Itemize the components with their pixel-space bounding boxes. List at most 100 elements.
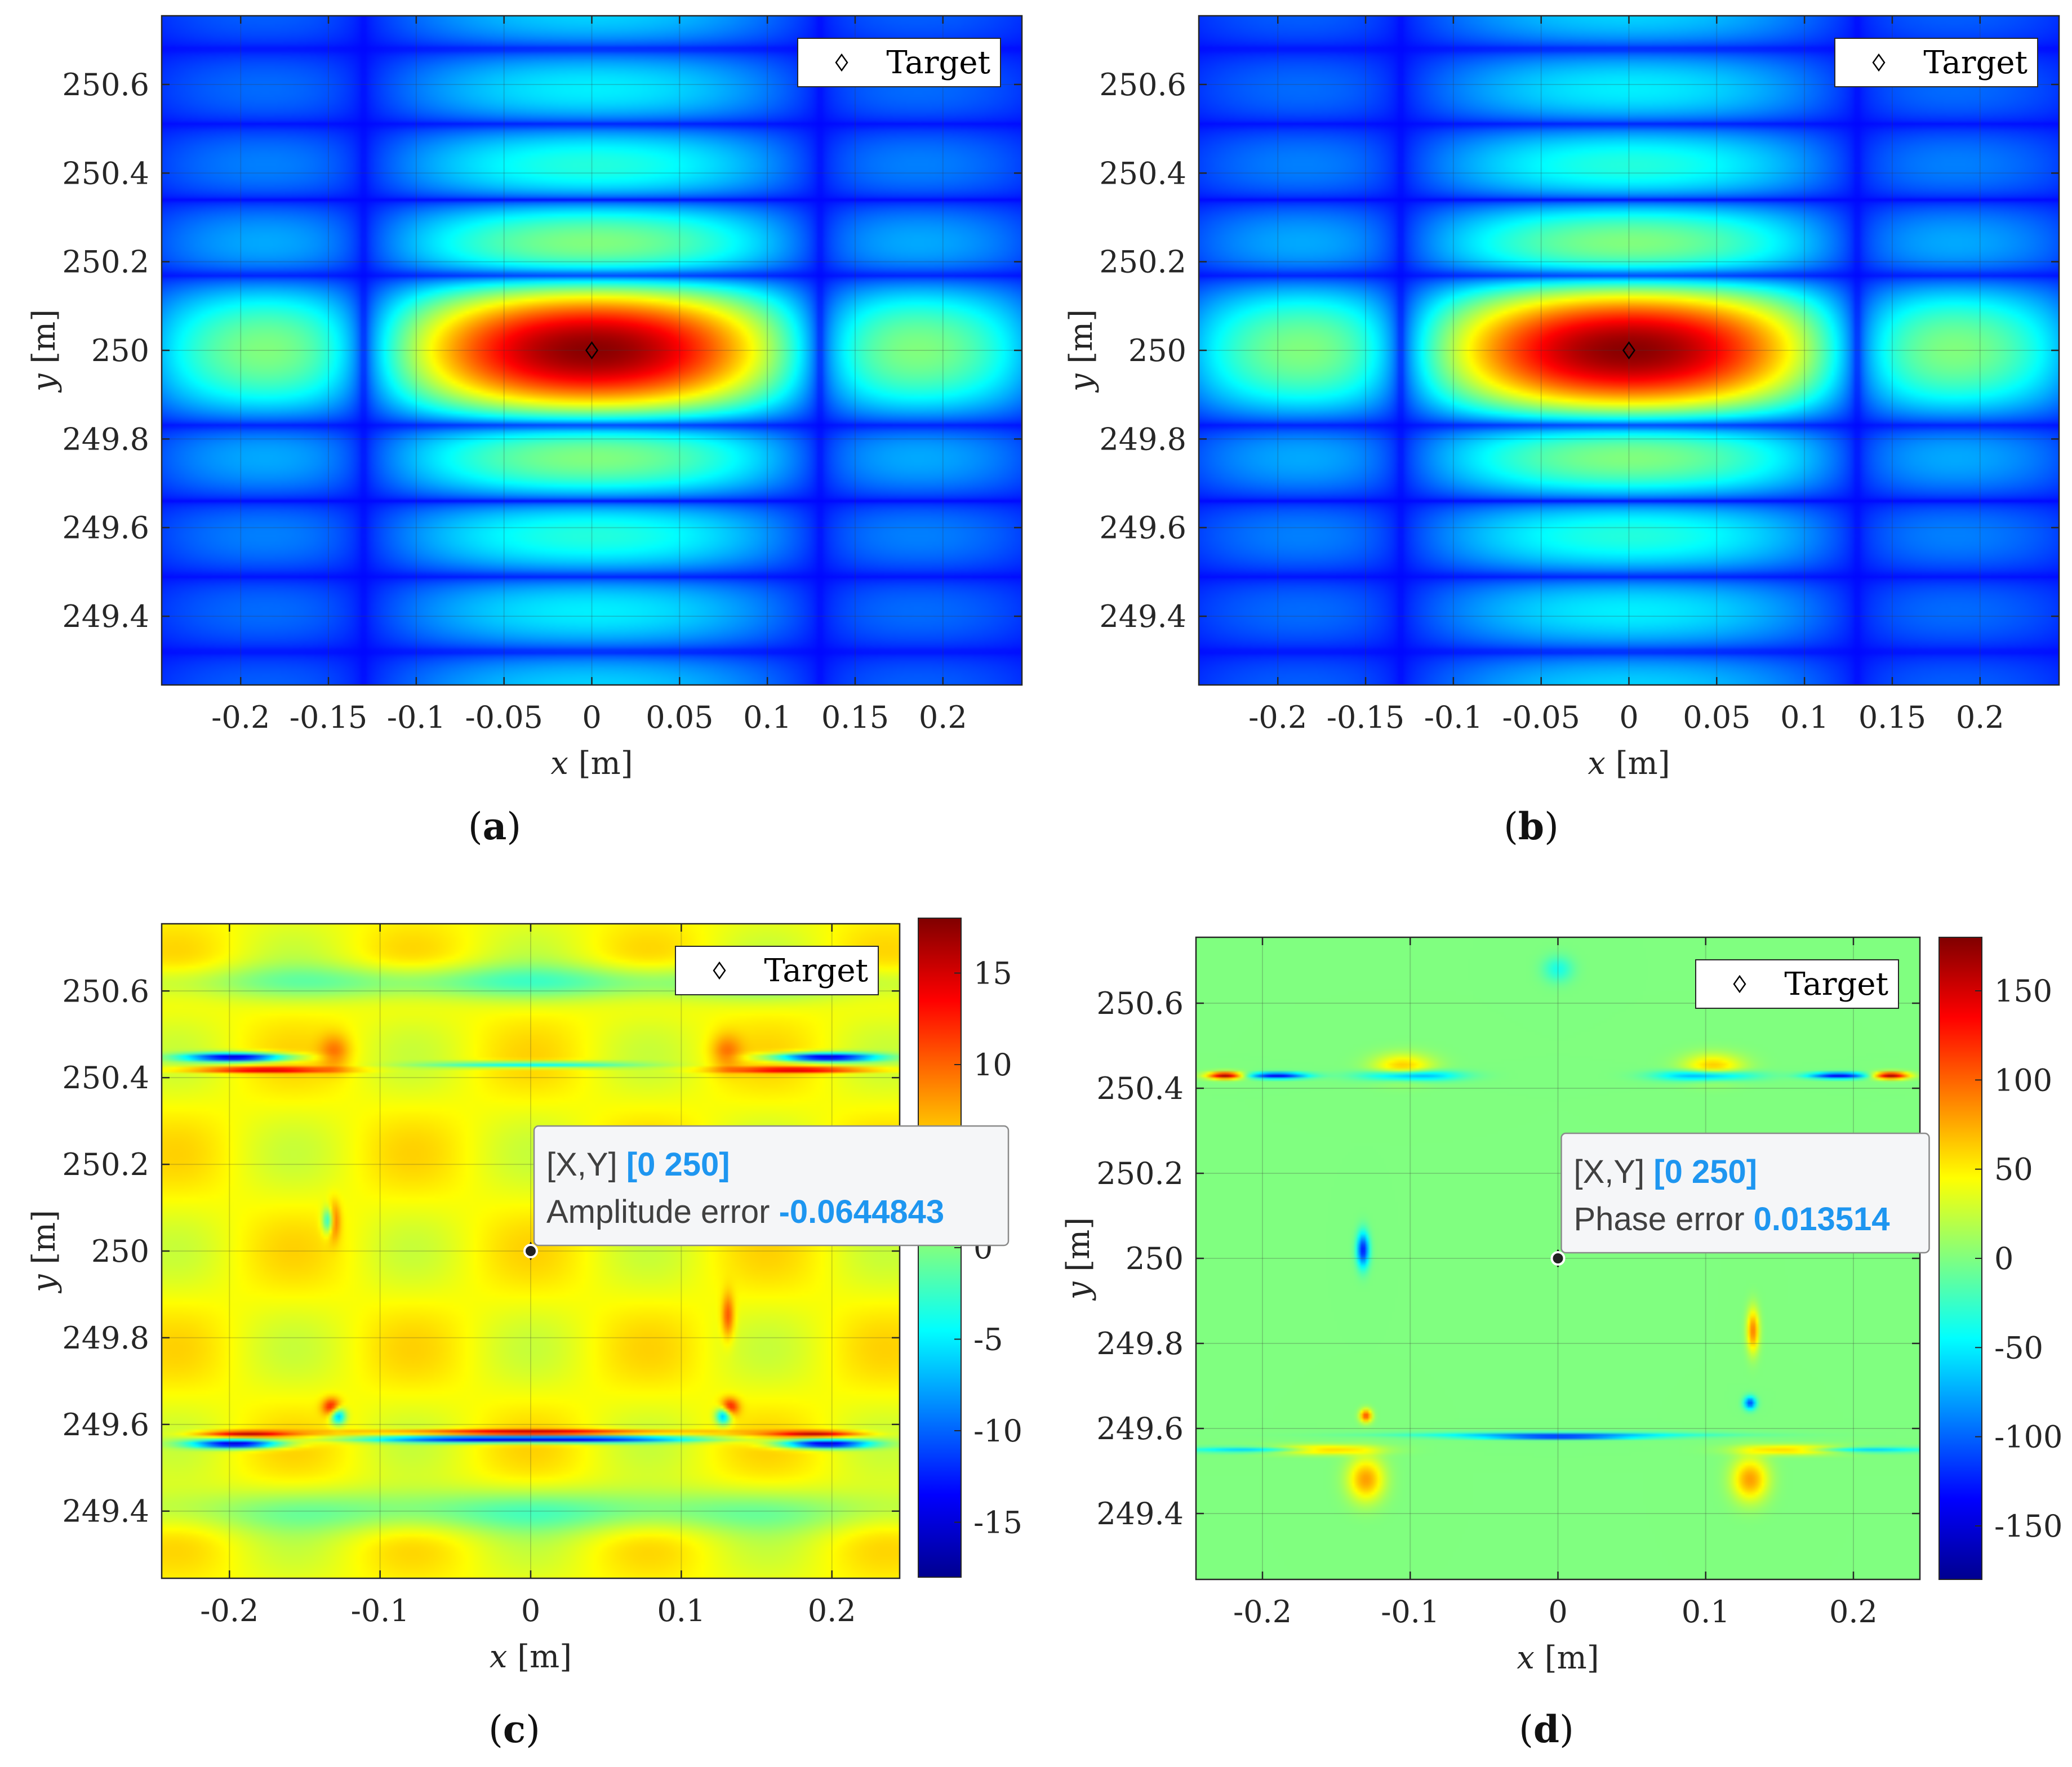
x-tick-label: -0.05 <box>1502 700 1580 735</box>
y-tick-label: 250 <box>91 333 149 368</box>
x-tick-label: -0.2 <box>211 700 270 735</box>
colorbar-tick-label: 0 <box>1994 1241 2013 1276</box>
x-axis-label: x [m] <box>1588 745 1670 782</box>
x-tick-label: -0.1 <box>1424 700 1483 735</box>
colorbar-tick-label: 15 <box>973 956 1012 991</box>
x-tick-label: -0.15 <box>1327 700 1404 735</box>
x-tick-label: -0.05 <box>465 700 543 735</box>
x-axis-label: x [m] <box>490 1639 572 1675</box>
y-tick-label: 250.4 <box>62 1060 149 1096</box>
colorbar-tick-label: 150 <box>1994 973 2052 1009</box>
y-tick-label: 249.4 <box>62 1494 149 1529</box>
panel-label: (b) <box>1504 804 1559 848</box>
legend-label: Target <box>1923 44 2027 81</box>
x-tick-label: 0 <box>1619 700 1638 735</box>
legend-box <box>675 946 879 995</box>
y-axis-unit: [m] <box>1060 1217 1097 1282</box>
y-tick-label: 250 <box>1126 1241 1184 1276</box>
y-tick-label: 249.4 <box>1099 599 1186 634</box>
datatip[interactable]: [X,Y] [0 250] Phase error 0.013514 <box>1550 1132 1930 1266</box>
x-tick-label: -0.1 <box>351 1593 410 1628</box>
y-tick-label: 249.8 <box>1096 1326 1184 1361</box>
x-tick-label: 0.1 <box>657 1593 705 1628</box>
x-axis-unit: [m] <box>507 1639 572 1675</box>
x-tick-label: 0 <box>1548 1594 1567 1630</box>
x-axis-label: x [m] <box>1517 1640 1599 1676</box>
legend: Target <box>797 38 1001 87</box>
colorbar-tick-label: -15 <box>973 1505 1022 1541</box>
datatip-xy-value: [0 250] <box>626 1146 730 1183</box>
datatip-point[interactable] <box>1550 1251 1566 1266</box>
y-tick-label: 250.2 <box>1099 244 1186 280</box>
x-tick-label: -0.15 <box>290 700 367 735</box>
x-axis-unit: [m] <box>1535 1640 1599 1676</box>
panel-label-letter: c <box>503 1707 526 1751</box>
panel-label: (d) <box>1519 1707 1574 1751</box>
x-axis-unit: [m] <box>1606 745 1670 782</box>
y-tick-label: 250.2 <box>1096 1156 1184 1191</box>
datatip-xy-line: [X,Y] [0 250] <box>546 1146 730 1183</box>
legend-diamond-icon <box>835 53 848 72</box>
y-tick-label: 250.6 <box>1096 986 1184 1021</box>
x-tick-label: 0.2 <box>919 700 967 735</box>
legend: Target <box>1695 959 1899 1009</box>
colorbar-tick-label: -150 <box>1994 1508 2062 1544</box>
y-tick-label: 250.4 <box>1096 1071 1184 1106</box>
y-tick-label: 250 <box>91 1234 149 1269</box>
y-tick-label: 249.6 <box>1096 1411 1184 1446</box>
datatip-value-label: Amplitude error <box>546 1194 779 1230</box>
panel-label-close: ) <box>1544 805 1559 848</box>
panel-c: -0.2 -0.1 0 0.1 0.2 249.4 249.6 249.8 250 250.2 25… <box>26 918 1022 1751</box>
datatip-point[interactable] <box>523 1244 538 1258</box>
y-tick-label: 249.6 <box>62 510 149 546</box>
y-axis-var: y <box>1063 373 1100 393</box>
heatmap-image <box>1199 16 2059 685</box>
target-marker <box>1622 341 1636 360</box>
x-tick-label: -0.1 <box>1381 1594 1439 1630</box>
y-tick-label: 250 <box>1128 333 1186 368</box>
x-tick-label: 0.05 <box>1683 700 1750 735</box>
x-axis-var: x <box>490 1639 508 1675</box>
x-tick-label: -0.2 <box>1233 1594 1292 1630</box>
datatip-xy-value: [0 250] <box>1653 1154 1757 1190</box>
y-axis-unit: [m] <box>26 1210 63 1275</box>
y-tick-label: 250.6 <box>1099 67 1186 103</box>
colorbar-tick-label: 100 <box>1994 1062 2052 1098</box>
y-tick-label: 249.6 <box>1099 510 1186 546</box>
colorbar-tick-label: -100 <box>1994 1419 2062 1455</box>
x-tick-label: 0.05 <box>646 700 713 735</box>
panel-label-letter: d <box>1533 1707 1559 1751</box>
legend-diamond-icon <box>1733 974 1746 994</box>
y-tick-label: 249.8 <box>62 421 149 457</box>
legend-label: Target <box>886 44 990 81</box>
x-tick-label: 0.15 <box>1858 700 1926 735</box>
y-axis-var: y <box>26 1274 63 1294</box>
panel-label-letter: b <box>1518 804 1544 848</box>
x-axis-var: x <box>550 745 568 782</box>
y-tick-label: 250.6 <box>62 973 149 1009</box>
colorbar-tick-label: -5 <box>973 1322 1003 1357</box>
y-tick-label: 249.8 <box>1099 421 1186 457</box>
panel-label-letter: a <box>483 804 507 848</box>
datatip[interactable]: [X,Y] [0 250] Amplitude error -0.0644843 <box>523 1125 1010 1258</box>
colorbar-tick-label: 10 <box>973 1047 1012 1083</box>
datatip-xy-line: [X,Y] [0 250] <box>1574 1154 1758 1190</box>
y-tick-label: 250.4 <box>62 155 149 191</box>
x-axis-unit: [m] <box>568 745 633 782</box>
legend-diamond-icon <box>713 961 726 980</box>
datatip-value-line: Amplitude error -0.0644843 <box>546 1194 944 1230</box>
target-marker <box>585 341 599 360</box>
y-tick-label: 250.2 <box>62 1147 149 1182</box>
panel-label-open: ( <box>468 805 483 848</box>
y-axis-label: y [m] <box>26 1210 63 1294</box>
y-axis-unit: [m] <box>26 309 63 374</box>
colorbar-gradient <box>918 918 962 1578</box>
panel-b: -0.2 -0.15 -0.1 -0.05 0 0.05 0.1 0.15 0.2 249.4 24… <box>1063 15 2060 848</box>
x-axis-var: x <box>1517 1640 1535 1676</box>
panel-label-open: ( <box>1519 1708 1533 1751</box>
colorbar-tick-label: -50 <box>1994 1330 2043 1365</box>
datatip-box <box>533 1125 1010 1247</box>
panel-label-close: ) <box>1559 1708 1574 1751</box>
x-tick-label: 0.2 <box>1829 1594 1878 1630</box>
